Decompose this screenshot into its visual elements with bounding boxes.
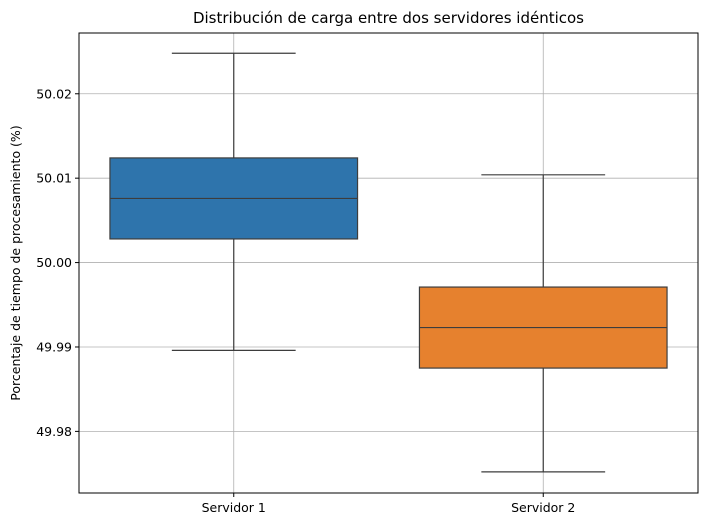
box-series [109,52,668,473]
box-servidor-2 [418,174,668,473]
y-tick-label: 50.02 [36,86,72,101]
x-tick-label: Servidor 2 [511,500,575,515]
box-servidor-1 [109,52,359,351]
grid-lines [79,33,698,493]
axis-ticks: 49.98 49.99 50.00 50.01 50.02 Servidor 1 Servi… [36,86,575,515]
y-tick-label: 50.00 [36,255,72,270]
x-tick-label: Servidor 1 [202,500,266,515]
chart-title: Distribución de carga entre dos servidor… [193,9,584,27]
y-tick-label: 50.01 [36,171,72,186]
plot-area-frame [78,32,699,494]
y-tick-label: 49.98 [36,424,72,439]
y-axis-label: Porcentaje de tiempo de procesamiento (%… [8,125,23,400]
y-tick-label: 49.99 [36,339,72,354]
